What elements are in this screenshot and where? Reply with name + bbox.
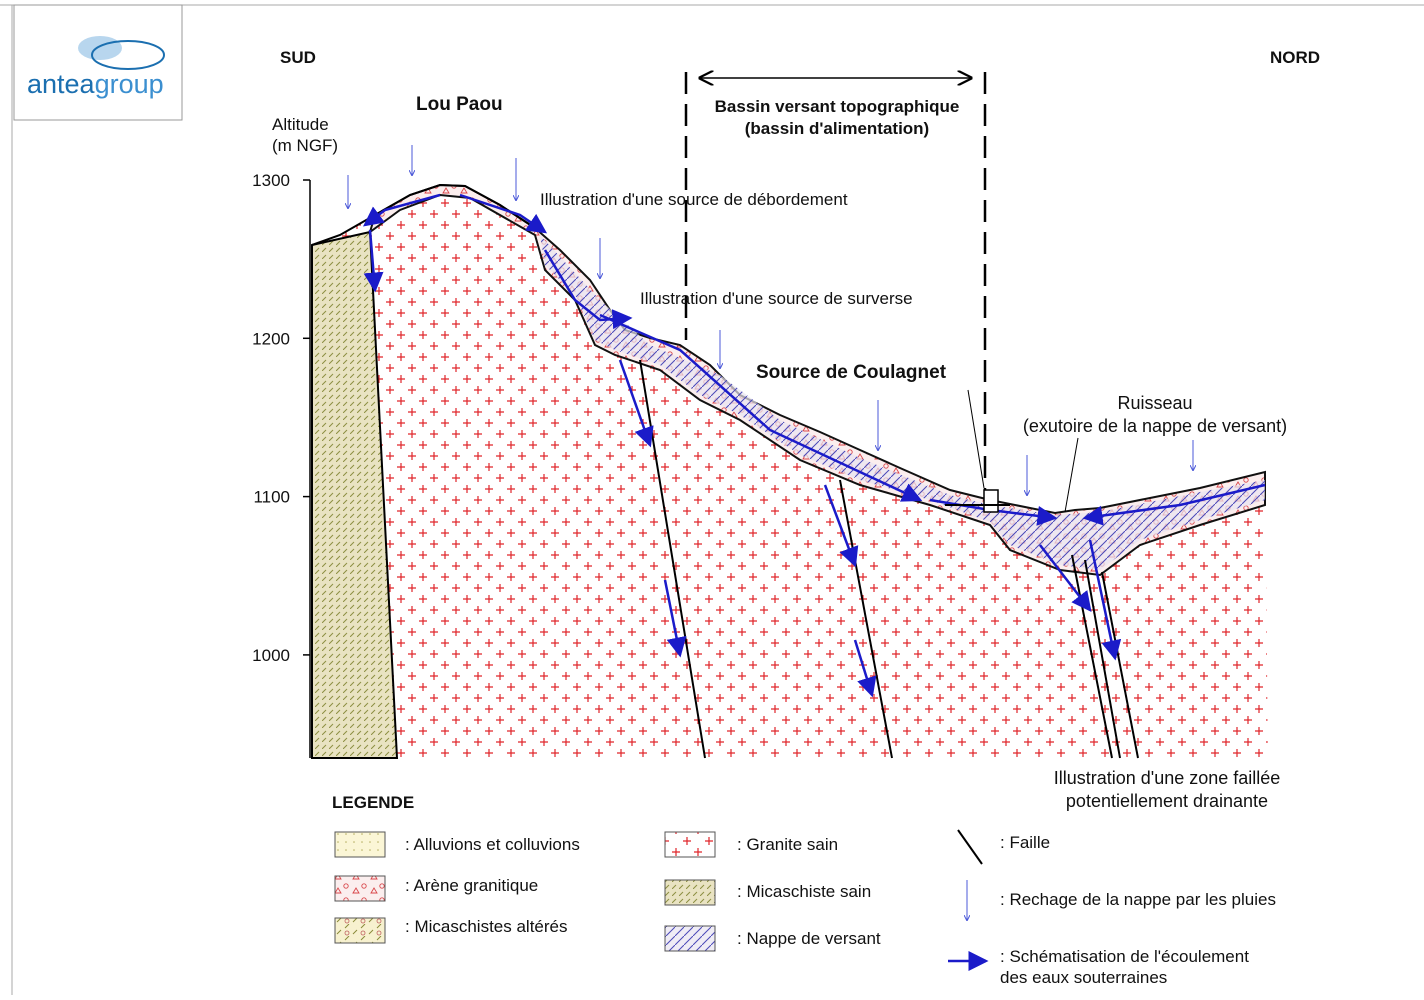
legend-items: : Alluvions et colluvions : Arène graniti…: [405, 833, 1276, 987]
label: Illustration d'une zone faillée: [1054, 768, 1281, 788]
logo-shape: [78, 36, 122, 60]
label: (exutoire de la nappe de versant): [1023, 416, 1287, 436]
label: Ruisseau: [1117, 393, 1192, 413]
legend-label: : Micaschiste sain: [737, 882, 871, 901]
legend-label: : Alluvions et colluvions: [405, 835, 580, 854]
legend-label: : Faille: [1000, 833, 1050, 852]
axis-title: Altitude: [272, 115, 329, 134]
label: SUD: [280, 48, 316, 67]
legend-label: : Nappe de versant: [737, 929, 881, 948]
logo-part: antea: [27, 69, 96, 99]
legend-label: : Rechage de la nappe par les pluies: [1000, 890, 1276, 909]
legend-label: des eaux souterraines: [1000, 968, 1167, 987]
tick-label: 1300: [252, 171, 290, 190]
label: Illustration d'une source de surverse: [640, 289, 913, 308]
legend-label: : Arène granitique: [405, 876, 538, 895]
label: Lou Paou: [416, 94, 503, 115]
tick-label: 1200: [252, 329, 290, 348]
tick-label: 1100: [253, 488, 290, 507]
logo: anteagroup: [27, 69, 164, 99]
legend-title: LEGENDE: [332, 793, 414, 812]
label: Bassin versant topographique: [715, 97, 960, 116]
label: NORD: [1270, 48, 1320, 67]
legend-label: : Schématisation de l'écoulement: [1000, 947, 1249, 966]
axis-title: (m NGF): [272, 136, 338, 155]
legend-fault: [958, 830, 982, 864]
logo-part: group: [95, 69, 164, 99]
label: potentiellement drainante: [1066, 791, 1268, 811]
spring-box: [984, 490, 998, 512]
granite: [312, 185, 1268, 758]
pointer: [968, 390, 984, 488]
page: anteagroup 1300 1200 1100 1000 SUD NORD Lou…: [0, 0, 1424, 1000]
label: (bassin d'alimentation): [745, 119, 929, 138]
label: Illustration d'une source de débordement: [540, 190, 848, 209]
ticks: 1300 1200 1100 1000: [252, 171, 310, 665]
cross-section: anteagroup 1300 1200 1100 1000 SUD NORD Lou…: [0, 0, 1424, 995]
legend-label: : Granite sain: [737, 835, 838, 854]
legend-label: : Micaschistes altérés: [405, 917, 568, 936]
pointer: [1065, 438, 1078, 512]
label: Source de Coulagnet: [756, 362, 947, 383]
tick-label: 1000: [252, 646, 290, 665]
